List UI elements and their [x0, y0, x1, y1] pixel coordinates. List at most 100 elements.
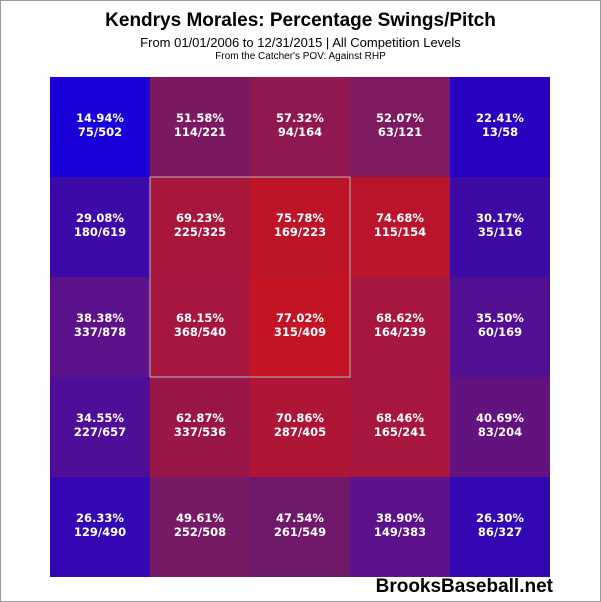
cell-count-label: 225/325 — [174, 225, 226, 239]
cell-count-label: 315/409 — [274, 325, 326, 339]
heatmap-cell-fill — [350, 477, 450, 577]
heatmap-cell-r0-c0: 14.94%75/502 — [50, 77, 150, 177]
cell-percentage-label: 14.94% — [76, 111, 124, 125]
brand-watermark: BrooksBaseball.net — [375, 576, 553, 597]
heatmap-cell-r1-c4: 30.17%35/116 — [450, 177, 550, 277]
cell-count-label: 35/116 — [478, 225, 522, 239]
heatmap-cell-fill — [150, 177, 250, 277]
heatmap-cell-r3-c0: 34.55%227/657 — [50, 377, 150, 477]
heatmap-cell-r3-c2: 70.86%287/405 — [250, 377, 350, 477]
heatmap-cell-r0-c3: 52.07%63/121 — [350, 77, 450, 177]
heatmap-cell-fill — [450, 377, 550, 477]
strike-zone-outline — [149, 176, 351, 378]
heatmap-cell-r4-c2: 47.54%261/549 — [250, 477, 350, 577]
cell-count-label: 227/657 — [74, 425, 126, 439]
heatmap-cell-fill — [150, 277, 250, 377]
heatmap-cell-fill — [50, 477, 150, 577]
cell-count-label: 149/383 — [374, 525, 426, 539]
cell-percentage-label: 77.02% — [276, 311, 324, 325]
cell-percentage-label: 52.07% — [376, 111, 424, 125]
chart-title: Kendrys Morales: Percentage Swings/Pitch — [105, 10, 496, 31]
heatmap-cell-r3-c3: 68.46%165/241 — [350, 377, 450, 477]
heatmap-cell-r2-c3: 68.62%164/239 — [350, 277, 450, 377]
cell-percentage-label: 40.69% — [476, 411, 524, 425]
heatmap-cell-r0-c2: 57.32%94/164 — [250, 77, 350, 177]
cell-percentage-label: 62.87% — [176, 411, 224, 425]
cell-percentage-label: 57.32% — [276, 111, 324, 125]
heatmap-cell-fill — [250, 477, 350, 577]
cell-count-label: 287/405 — [274, 425, 326, 439]
cell-count-label: 94/164 — [278, 125, 322, 139]
cell-count-label: 115/154 — [374, 225, 426, 239]
cell-count-label: 63/121 — [378, 125, 422, 139]
heatmap-cell-fill — [150, 477, 250, 577]
chart-subtitle: From 01/01/2006 to 12/31/2015 | All Comp… — [140, 35, 461, 50]
heatmap-cell-r0-c1: 51.58%114/221 — [150, 77, 250, 177]
heatmap-cell-fill — [450, 177, 550, 277]
cell-percentage-label: 26.33% — [76, 511, 124, 525]
cell-percentage-label: 26.30% — [476, 511, 524, 525]
heatmap-cell-fill — [50, 277, 150, 377]
cell-count-label: 261/549 — [274, 525, 326, 539]
heatmap-cell-r2-c0: 38.38%337/878 — [50, 277, 150, 377]
heatmap-cell-r1-c0: 29.08%180/619 — [50, 177, 150, 277]
cell-percentage-label: 68.62% — [376, 311, 424, 325]
cell-percentage-label: 38.38% — [76, 311, 124, 325]
cell-percentage-label: 49.61% — [176, 511, 224, 525]
cell-count-label: 169/223 — [274, 225, 326, 239]
heatmap-cell-fill — [150, 377, 250, 477]
cell-percentage-label: 30.17% — [476, 211, 524, 225]
cell-percentage-label: 75.78% — [276, 211, 324, 225]
cell-percentage-label: 47.54% — [276, 511, 324, 525]
cell-count-label: 60/169 — [478, 325, 522, 339]
heatmap-cell-r3-c4: 40.69%83/204 — [450, 377, 550, 477]
cell-count-label: 114/221 — [174, 125, 226, 139]
cell-count-label: 86/327 — [478, 525, 522, 539]
heatmap-cell-r1-c1: 69.23%225/325 — [150, 177, 250, 277]
heatmap-cell-fill — [150, 77, 250, 177]
heatmap-cell-fill — [350, 377, 450, 477]
cell-percentage-label: 74.68% — [376, 211, 424, 225]
cell-count-label: 164/239 — [374, 325, 426, 339]
cell-count-label: 337/878 — [74, 325, 126, 339]
chart-perspective-note: From the Catcher's POV: Against RHP — [215, 51, 386, 62]
heatmap-cell-fill — [450, 77, 550, 177]
cell-percentage-label: 35.50% — [476, 311, 524, 325]
heatmap-cell-r2-c1: 68.15%368/540 — [150, 277, 250, 377]
heatmap-cell-fill — [250, 277, 350, 377]
cell-percentage-label: 38.90% — [376, 511, 424, 525]
cell-percentage-label: 70.86% — [276, 411, 324, 425]
heatmap-cell-fill — [50, 377, 150, 477]
cell-percentage-label: 34.55% — [76, 411, 124, 425]
cell-percentage-label: 68.15% — [176, 311, 224, 325]
heatmap-cell-fill — [450, 477, 550, 577]
cell-count-label: 75/502 — [78, 125, 122, 139]
heatmap-cell-r2-c4: 35.50%60/169 — [450, 277, 550, 377]
heatmap-cell-fill — [250, 177, 350, 277]
heatmap-cell-r2-c2: 77.02%315/409 — [250, 277, 350, 377]
heatmap-cell-fill — [50, 177, 150, 277]
heatmap-cell-fill — [350, 77, 450, 177]
cell-count-label: 129/490 — [74, 525, 126, 539]
heatmap-cell-r4-c4: 26.30%86/327 — [450, 477, 550, 577]
heatmap-cell-r4-c0: 26.33%129/490 — [50, 477, 150, 577]
heatmap-cell-r3-c1: 62.87%337/536 — [150, 377, 250, 477]
heatmap-cell-fill — [350, 177, 450, 277]
heatmap-cell-fill — [250, 377, 350, 477]
cell-count-label: 180/619 — [74, 225, 126, 239]
cell-percentage-label: 29.08% — [76, 211, 124, 225]
cell-percentage-label: 51.58% — [176, 111, 224, 125]
heatmap-cell-r1-c3: 74.68%115/154 — [350, 177, 450, 277]
heatmap-cell-fill — [350, 277, 450, 377]
cell-count-label: 13/58 — [482, 125, 518, 139]
cell-percentage-label: 22.41% — [476, 111, 524, 125]
cell-percentage-label: 69.23% — [176, 211, 224, 225]
cell-count-label: 368/540 — [174, 325, 226, 339]
heatmap-cell-r1-c2: 75.78%169/223 — [250, 177, 350, 277]
cell-count-label: 83/204 — [478, 425, 522, 439]
cell-count-label: 337/536 — [174, 425, 226, 439]
heatmap-cell-r4-c1: 49.61%252/508 — [150, 477, 250, 577]
heatmap-cell-fill — [250, 77, 350, 177]
heatmap-cell-r4-c3: 38.90%149/383 — [350, 477, 450, 577]
